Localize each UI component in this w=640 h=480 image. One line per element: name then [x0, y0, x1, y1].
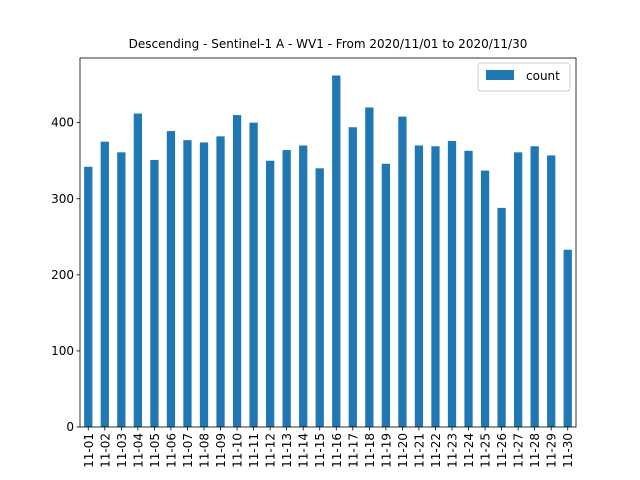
x-tick-label-11-30: 11-30 — [561, 433, 575, 468]
x-tick-label-11-12: 11-12 — [264, 433, 278, 468]
bar-11-27 — [514, 152, 523, 427]
bar-11-15 — [315, 168, 324, 427]
bar-11-02 — [100, 141, 109, 427]
bar-11-05 — [150, 159, 159, 427]
bar-11-07 — [183, 140, 192, 428]
bar-11-01 — [84, 166, 93, 428]
bars-layer — [84, 75, 572, 428]
x-tick-label-11-02: 11-02 — [98, 433, 112, 468]
x-tick-label-11-22: 11-22 — [429, 433, 443, 468]
x-tick-label-11-17: 11-17 — [346, 433, 360, 468]
bar-11-25 — [480, 170, 490, 427]
x-tick-label-11-29: 11-29 — [545, 433, 559, 468]
x-tick-label-11-05: 11-05 — [148, 433, 162, 468]
y-tick-label: 300 — [51, 192, 74, 206]
x-tick-label-11-04: 11-04 — [131, 433, 145, 468]
x-tick-label-11-26: 11-26 — [495, 433, 509, 468]
x-tick-label-11-06: 11-06 — [164, 433, 178, 468]
bar-11-23 — [447, 140, 457, 427]
bar-11-17 — [348, 127, 357, 428]
bar-11-10 — [232, 115, 242, 427]
bar-11-13 — [282, 150, 291, 427]
bar-11-06 — [166, 131, 176, 428]
x-tick-label-11-09: 11-09 — [214, 433, 228, 468]
legend: count — [477, 62, 571, 92]
x-tick-label-11-01: 11-01 — [82, 433, 96, 468]
bar-11-20 — [398, 116, 407, 427]
bar-11-12 — [266, 160, 275, 427]
bar-11-16 — [332, 75, 341, 427]
y-tick-label: 400 — [51, 116, 74, 130]
x-tick-label-11-14: 11-14 — [297, 433, 311, 468]
bar-11-19 — [381, 163, 390, 427]
bar-11-08 — [199, 142, 209, 427]
bar-11-24 — [464, 150, 473, 427]
bar-11-11 — [249, 122, 258, 428]
x-tick-label-11-10: 11-10 — [231, 433, 245, 468]
bar-11-14 — [299, 145, 308, 428]
x-tick-label-11-11: 11-11 — [247, 433, 261, 468]
x-tick-label-11-28: 11-28 — [528, 433, 542, 468]
bar-11-29 — [547, 155, 556, 427]
x-tick-label-11-18: 11-18 — [363, 433, 377, 468]
x-tick-label-11-03: 11-03 — [115, 433, 129, 468]
x-tick-label-11-15: 11-15 — [313, 433, 327, 468]
x-tick-label-11-20: 11-20 — [396, 433, 410, 468]
y-tick-label: 100 — [51, 344, 74, 358]
bar-11-30 — [563, 249, 572, 427]
x-tick-label-11-25: 11-25 — [479, 433, 493, 468]
bar-11-18 — [365, 107, 374, 427]
bar-11-26 — [497, 207, 506, 427]
plot-frame — [79, 57, 577, 428]
bar-11-22 — [431, 146, 440, 427]
x-tick-label-11-27: 11-27 — [512, 433, 526, 468]
bar-11-03 — [117, 152, 126, 427]
chart-title: Descending - Sentinel-1 A - WV1 - From 2… — [129, 37, 528, 51]
bar-11-04 — [133, 113, 142, 427]
legend-label: count — [526, 69, 560, 83]
x-tick-label-11-13: 11-13 — [280, 433, 294, 468]
x-tick-label-11-16: 11-16 — [330, 433, 344, 468]
y-tick-label: 0 — [66, 420, 74, 434]
bar-11-28 — [530, 146, 539, 427]
bar-11-09 — [216, 136, 225, 428]
legend-swatch — [486, 70, 514, 80]
x-tick-label-11-23: 11-23 — [446, 433, 460, 468]
x-tick-label-11-07: 11-07 — [181, 433, 195, 468]
x-tick-label-11-19: 11-19 — [379, 433, 393, 468]
y-tick-label: 200 — [51, 268, 74, 282]
x-tick-label-11-21: 11-21 — [412, 433, 426, 468]
bar-11-21 — [414, 145, 424, 428]
x-tick-label-11-24: 11-24 — [462, 433, 476, 468]
x-tick-label-11-08: 11-08 — [198, 433, 212, 468]
